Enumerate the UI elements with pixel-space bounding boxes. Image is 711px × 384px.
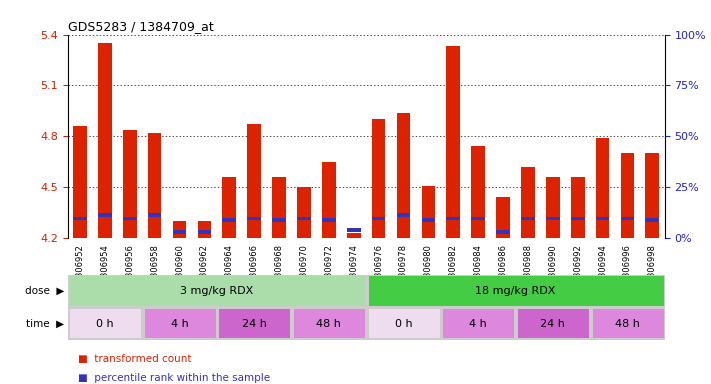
Bar <box>294 309 365 338</box>
Bar <box>546 217 560 220</box>
Bar <box>198 221 211 238</box>
Bar <box>98 213 112 217</box>
Bar <box>272 218 286 222</box>
Bar <box>198 230 211 234</box>
Bar <box>546 177 560 238</box>
Bar <box>247 124 261 238</box>
Bar <box>272 177 286 238</box>
Bar <box>372 119 385 238</box>
Text: dose  ▶: dose ▶ <box>25 286 64 296</box>
Bar <box>73 217 87 220</box>
Bar <box>397 213 410 217</box>
Bar <box>173 221 186 238</box>
Bar <box>621 153 634 238</box>
Bar <box>145 309 215 338</box>
Text: ■  transformed count: ■ transformed count <box>78 354 192 364</box>
Bar <box>220 309 290 338</box>
Bar <box>596 138 609 238</box>
Bar <box>496 230 510 234</box>
Bar <box>369 309 439 338</box>
Bar <box>322 218 336 222</box>
Bar <box>369 276 663 306</box>
Text: 3 mg/kg RDX: 3 mg/kg RDX <box>180 286 254 296</box>
Bar <box>422 185 435 238</box>
Text: ■  percentile rank within the sample: ■ percentile rank within the sample <box>78 373 270 383</box>
Bar <box>247 217 261 220</box>
Bar <box>447 46 460 238</box>
Bar <box>471 217 485 220</box>
Bar <box>518 309 589 338</box>
Bar <box>621 217 634 220</box>
Text: 0 h: 0 h <box>395 318 412 329</box>
Text: 0 h: 0 h <box>96 318 114 329</box>
Text: time  ▶: time ▶ <box>26 318 64 329</box>
Text: 4 h: 4 h <box>469 318 487 329</box>
Text: 48 h: 48 h <box>615 318 640 329</box>
Bar <box>123 217 137 220</box>
Bar <box>646 218 659 222</box>
Bar <box>73 126 87 238</box>
Text: 4 h: 4 h <box>171 318 188 329</box>
Bar <box>496 197 510 238</box>
Bar <box>521 167 535 238</box>
Bar <box>471 147 485 238</box>
Bar <box>347 228 360 232</box>
Bar <box>322 162 336 238</box>
Bar <box>148 133 161 238</box>
Text: 24 h: 24 h <box>540 318 565 329</box>
Text: GDS5283 / 1384709_at: GDS5283 / 1384709_at <box>68 20 213 33</box>
Bar <box>571 217 584 220</box>
Text: 18 mg/kg RDX: 18 mg/kg RDX <box>475 286 556 296</box>
Bar <box>571 177 584 238</box>
Bar <box>372 217 385 220</box>
Bar <box>422 218 435 222</box>
Bar <box>596 217 609 220</box>
Bar <box>347 233 360 238</box>
Bar <box>223 218 236 222</box>
Bar <box>70 309 141 338</box>
Bar <box>444 309 514 338</box>
Bar <box>98 43 112 238</box>
Bar <box>593 309 663 338</box>
Bar <box>223 177 236 238</box>
Bar <box>297 217 311 220</box>
Bar <box>70 276 365 306</box>
Text: 24 h: 24 h <box>242 318 267 329</box>
Bar <box>148 213 161 217</box>
Bar <box>123 129 137 238</box>
Bar <box>173 230 186 234</box>
Bar <box>297 187 311 238</box>
Bar <box>646 153 659 238</box>
Bar <box>397 113 410 238</box>
Bar <box>447 217 460 220</box>
Bar <box>521 217 535 220</box>
Text: 48 h: 48 h <box>316 318 341 329</box>
